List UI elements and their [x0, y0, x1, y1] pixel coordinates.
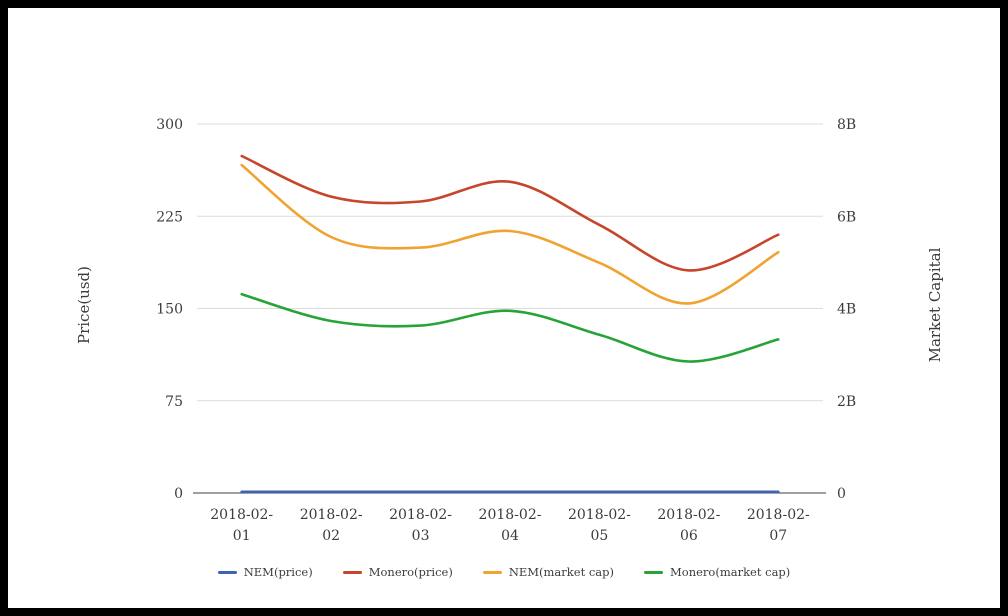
legend-line-icon — [644, 570, 663, 574]
y-tick-label-left: 300 — [156, 117, 183, 133]
legend-line-icon — [482, 570, 502, 574]
x-tick-label: 2018-02-07 — [747, 507, 810, 544]
y-tick-label-right: 0 — [837, 486, 846, 502]
series-line-monero-market-cap — [240, 292, 780, 363]
right-axis-title: Market Capital — [926, 247, 944, 363]
legend-line-icon — [342, 570, 362, 574]
y-tick-label-right: 6B — [837, 209, 856, 225]
left-axis-title: Price(usd) — [75, 265, 93, 345]
y-tick-label-left: 225 — [156, 209, 183, 225]
x-tick-label: 2018-02-05 — [568, 507, 631, 544]
y-tick-label-right: 8B — [837, 117, 856, 133]
x-tick-label: 2018-02-02 — [300, 507, 363, 544]
y-tick-label-right: 4B — [837, 302, 856, 318]
line-chart: 0 75 150 225 300 0 2B 4B 6B 8B 2018-02-01 2018-02-0… — [156, 117, 856, 544]
y-tick-label-left: 75 — [165, 394, 183, 410]
legend-item-nem-market-cap[interactable]: NEM(market cap) — [482, 565, 614, 579]
y-tick-label-left: 0 — [174, 486, 183, 502]
legend-label: NEM(price) — [243, 565, 313, 579]
series-line-monero-price — [240, 154, 780, 272]
legend-line-icon — [217, 570, 237, 574]
x-tick-label: 2018-02-01 — [210, 507, 273, 544]
legend-label: Monero(price) — [368, 565, 453, 579]
legend-item-monero-market-cap[interactable]: Monero(market cap) — [644, 565, 790, 579]
y-tick-label-right: 2B — [837, 394, 856, 410]
legend-label: NEM(market cap) — [508, 565, 614, 579]
y-tick-label-left: 150 — [156, 302, 183, 318]
legend-label: Monero(market cap) — [670, 565, 791, 579]
legend: NEM(price) Monero(price) NEM(market cap) Mo… — [8, 561, 1000, 583]
x-tick-label: 2018-02-06 — [657, 507, 720, 544]
x-tick-label: 2018-02-04 — [479, 507, 542, 544]
legend-item-nem-price[interactable]: NEM(price) — [217, 565, 313, 579]
series-line-nem-market-cap — [240, 163, 780, 305]
legend-item-monero-price[interactable]: Monero(price) — [342, 565, 453, 579]
x-tick-label: 2018-02-03 — [389, 507, 452, 544]
